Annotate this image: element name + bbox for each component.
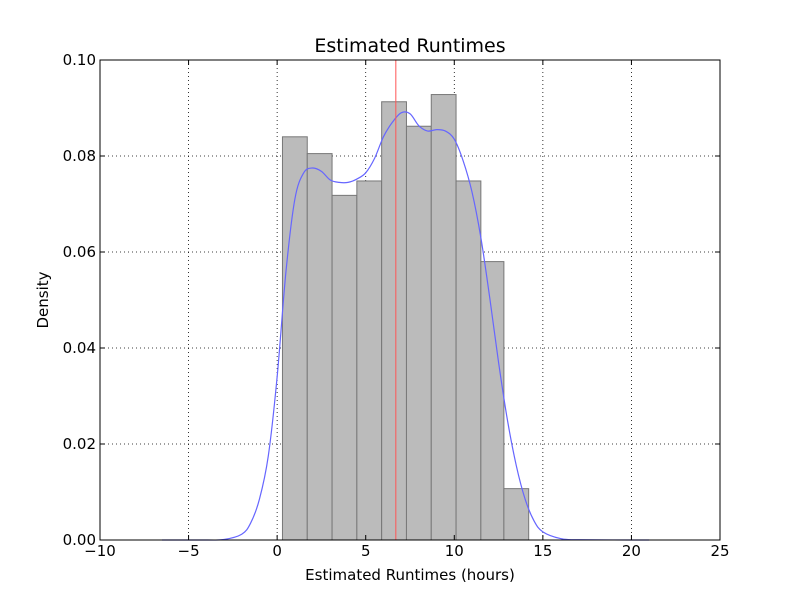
histogram-bar [503, 488, 530, 541]
x-tick-label: 5 [361, 542, 371, 560]
x-tick-label: −10 [84, 542, 116, 560]
y-axis-label: Density [34, 271, 52, 328]
x-tick-label: −5 [178, 542, 200, 560]
y-tick-label: 0.00 [63, 531, 96, 549]
x-axis-label: Estimated Runtimes (hours) [305, 566, 515, 584]
x-tick-label: 15 [533, 542, 552, 560]
kde-curve [161, 111, 650, 541]
y-tick-label: 0.02 [63, 435, 96, 453]
histogram-bar [331, 194, 358, 541]
y-tick-label: 0.08 [63, 147, 96, 165]
y-tick-label: 0.04 [63, 339, 96, 357]
histogram-bars [281, 94, 530, 541]
histogram-bar [281, 136, 308, 541]
chart-title: Estimated Runtimes [314, 35, 505, 57]
plot-frame [99, 59, 721, 541]
histogram-bar [430, 94, 457, 541]
histogram-bar [405, 125, 432, 541]
histogram-bar [480, 261, 505, 541]
x-tick-label: 25 [710, 542, 729, 560]
x-tick-label: 10 [445, 542, 464, 560]
x-tick-label: 0 [272, 542, 282, 560]
histogram-bar [306, 153, 333, 541]
y-tick-label: 0.06 [63, 243, 96, 261]
y-tick-label: 0.10 [63, 51, 96, 69]
axis-ticks: −10 −5 0 5 10 15 20 25 0.00 0.02 0.04 0.06 0.08 0.10 [63, 51, 730, 560]
histogram-bar [356, 180, 383, 541]
histogram-bar [455, 180, 482, 541]
x-tick-label: 20 [622, 542, 641, 560]
histogram-bar [381, 101, 407, 541]
